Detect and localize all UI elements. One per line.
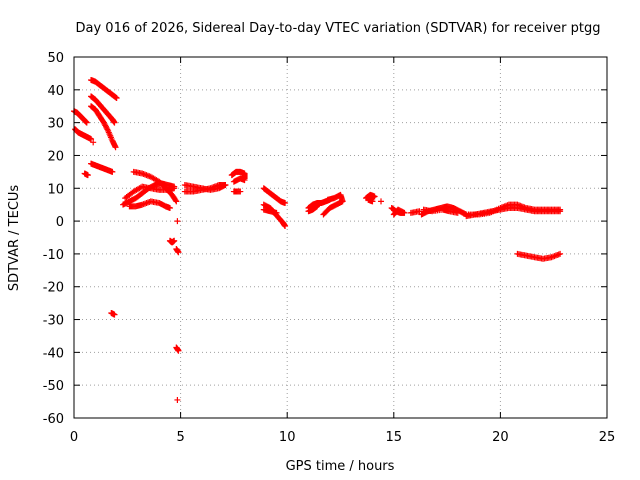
data-points [71, 76, 564, 403]
y-tick-label: -10 [43, 248, 64, 263]
y-tick-label: 20 [47, 149, 64, 164]
y-tick-label: -30 [43, 314, 64, 329]
x-axis-label: GPS time / hours [286, 459, 395, 474]
data-point [88, 136, 95, 143]
data-point [369, 198, 376, 205]
y-tick-label: 40 [47, 84, 64, 99]
data-point [175, 249, 182, 256]
grid [74, 57, 607, 418]
y-tick-label: -60 [43, 412, 64, 427]
y-tick-label: -50 [43, 379, 64, 394]
data-point [391, 210, 398, 217]
data-point [273, 209, 280, 216]
data-point [171, 237, 178, 244]
data-point [222, 181, 229, 188]
plot-frame [73, 56, 608, 419]
data-point [104, 126, 111, 133]
x-tick-label: 10 [279, 430, 296, 445]
data-point [172, 197, 179, 204]
data-point [314, 203, 321, 210]
data-point [113, 95, 120, 102]
data-point [282, 223, 289, 230]
data-point [83, 119, 90, 126]
y-tick-label: -40 [43, 346, 64, 361]
data-point [111, 311, 118, 318]
x-tick-label: 20 [492, 430, 509, 445]
y-tick-label: -20 [43, 281, 64, 296]
data-point [174, 396, 181, 403]
data-point [378, 198, 385, 205]
data-point [111, 119, 118, 126]
data-point [237, 188, 244, 195]
data-point [90, 139, 97, 146]
data-point [112, 144, 119, 151]
data-point [84, 172, 91, 179]
data-point [174, 218, 181, 225]
data-point [390, 211, 397, 218]
x-tick-label: 5 [176, 430, 184, 445]
data-point [175, 347, 182, 354]
y-tick-label: 0 [56, 215, 64, 230]
data-point [241, 177, 248, 184]
y-tick-label: 10 [47, 182, 64, 197]
x-tick-label: 25 [599, 430, 616, 445]
data-point [557, 206, 564, 213]
x-tick-label: 0 [70, 430, 78, 445]
data-point [282, 200, 289, 207]
y-axis-label: SDTVAR / TECUs [7, 185, 22, 292]
data-point [324, 196, 331, 203]
data-point [416, 208, 423, 215]
data-point [109, 168, 116, 175]
chart-title: Day 016 of 2026, Sidereal Day-to-day VTE… [76, 21, 601, 36]
axis-ticks: 0 5 10 15 20 25 -60 -50 -40 -30 -20 -10 0 10 20 30 40 50 [43, 51, 616, 445]
data-point [173, 198, 180, 205]
data-point [166, 204, 173, 211]
data-point [557, 250, 564, 257]
y-tick-label: 50 [47, 51, 64, 66]
data-point [454, 209, 461, 216]
y-tick-label: 30 [47, 117, 64, 132]
data-point [171, 185, 178, 192]
x-tick-label: 15 [386, 430, 403, 445]
